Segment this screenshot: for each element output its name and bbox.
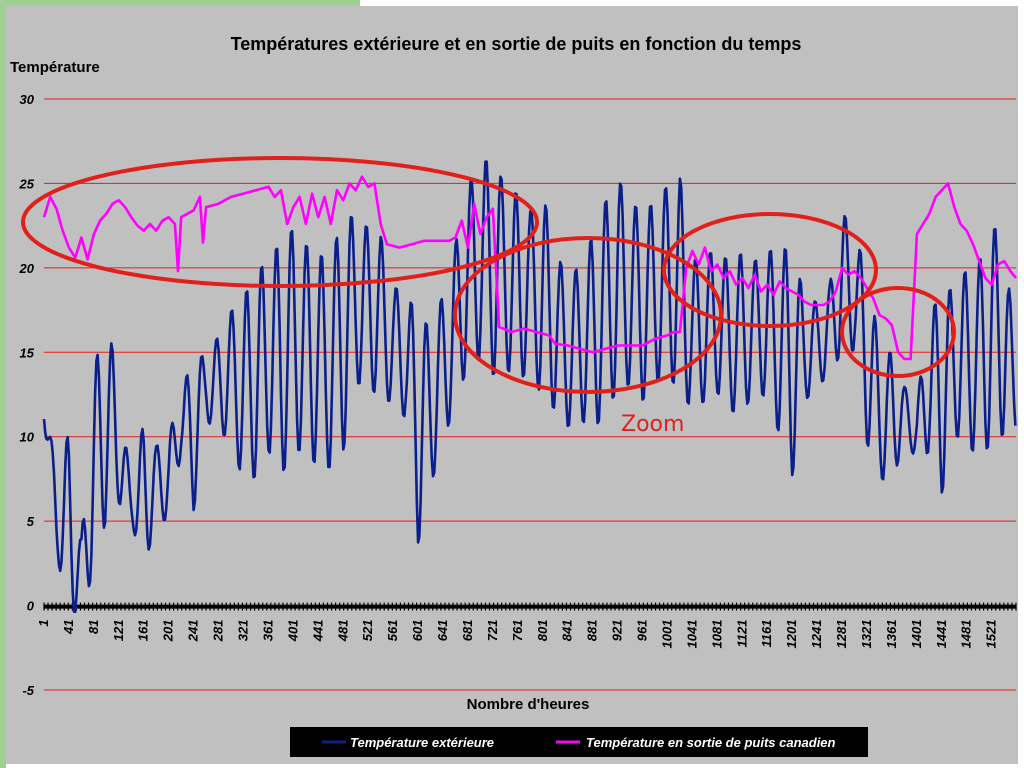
x-tick-label: 1041 [684,620,699,649]
y-tick-labels: 30 25 20 15 10 5 0 -5 [19,92,35,698]
x-tick-labels: 1 41 81 121 161 201 241 281 321 361 401 441 481 521 56… [36,620,999,649]
x-tick-label: 881 [585,620,600,642]
x-tick-label: 921 [610,620,625,642]
y-tick-label: 25 [19,176,35,191]
x-tick-label: 1 [36,620,51,627]
x-tick-label: 1321 [859,620,874,649]
legend: Température extérieure Température en so… [290,727,868,757]
x-tick-label: 1281 [834,620,849,649]
x-tick-label: 1161 [759,620,774,648]
x-tick-label: 841 [560,620,575,642]
x-tick-label: 1001 [659,620,674,649]
chart-title: Températures extérieure et en sortie de … [231,34,802,54]
x-tick-label: 121 [111,620,126,642]
x-tick-label: 721 [485,620,500,642]
x-tick-label: 681 [460,620,475,642]
x-tick-label: 1401 [909,620,924,649]
y-tick-label: 15 [20,345,35,360]
x-axis-label: Nombre d'heures [467,696,590,713]
x-tick-label: 361 [260,620,275,642]
x-tick-label: 401 [285,620,300,643]
x-tick-label: 1361 [884,620,899,649]
x-tick-label: 521 [360,620,375,642]
x-tick-label: 1481 [959,620,974,649]
x-tick-label: 281 [211,620,226,643]
x-tick-label: 1121 [734,620,749,648]
zoom-ellipse-1 [21,156,539,288]
x-tick-label: 1521 [984,620,999,649]
y-axis-label: Température [10,59,100,76]
x-tick-label: 41 [61,620,76,635]
y-tick-label: 10 [20,430,35,445]
zoom-label: Zoom [621,412,684,437]
y-tick-label: 30 [20,92,35,107]
x-tick-label: 1441 [934,620,949,649]
zoom-ellipse-2 [453,236,723,394]
series-lines [42,160,1018,614]
x-tick-label: 241 [186,620,201,643]
x-tick-label: 201 [161,620,176,643]
x-tick-label: 161 [136,620,151,642]
x-tick-label: 961 [635,620,650,642]
x-tick-label: 601 [410,620,425,642]
x-tick-label: 1081 [709,620,724,649]
slide-accent-bar [0,0,360,6]
x-tick-label: 441 [310,620,325,643]
y-tick-label: -5 [22,683,34,698]
y-tick-label: 20 [19,261,35,276]
series-temperature-exterieure [42,160,1017,614]
x-tick-label: 761 [510,620,525,642]
x-tick-label: 1201 [784,620,799,649]
chart-area [6,6,1018,764]
zoom-ellipse-3 [662,212,878,328]
zoom-ellipse-4 [840,286,956,378]
gridlines [43,98,1017,691]
x-tick-label: 321 [236,620,251,642]
slide-accent-side [0,0,6,768]
x-tick-label: 1241 [809,620,824,649]
y-tick-label: 0 [27,599,35,614]
y-tick-label: 5 [27,514,35,529]
x-tick-label: 641 [435,620,450,642]
zoom-annotations: Zoom [21,156,956,437]
x-tick-label: 81 [86,620,101,634]
x-tick-label: 561 [385,620,400,642]
x-tick-label: 801 [535,620,550,642]
series-temperature-puits [42,175,1018,361]
legend-label-exterieure: Température extérieure [350,735,494,750]
legend-label-puits: Température en sortie de puits canadien [586,735,836,750]
x-tick-label: 481 [335,620,350,643]
